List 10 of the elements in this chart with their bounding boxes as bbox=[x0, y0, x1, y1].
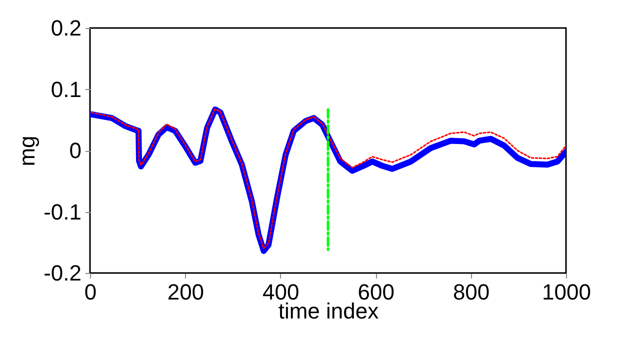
y-tick-label: 0 bbox=[69, 138, 82, 163]
x-tick-label: 0 bbox=[84, 280, 97, 304]
y-axis-title: mg bbox=[14, 136, 40, 166]
x-tick-label: 800 bbox=[452, 280, 490, 304]
y-tick-label: 0.1 bbox=[50, 76, 82, 102]
y-tick-label: -0.1 bbox=[44, 199, 82, 224]
y-tick-label: 0.2 bbox=[50, 16, 82, 40]
y-tick-label: -0.2 bbox=[44, 260, 82, 286]
x-tick-label: 1000 bbox=[542, 280, 591, 304]
x-tick-label: 200 bbox=[167, 280, 204, 304]
